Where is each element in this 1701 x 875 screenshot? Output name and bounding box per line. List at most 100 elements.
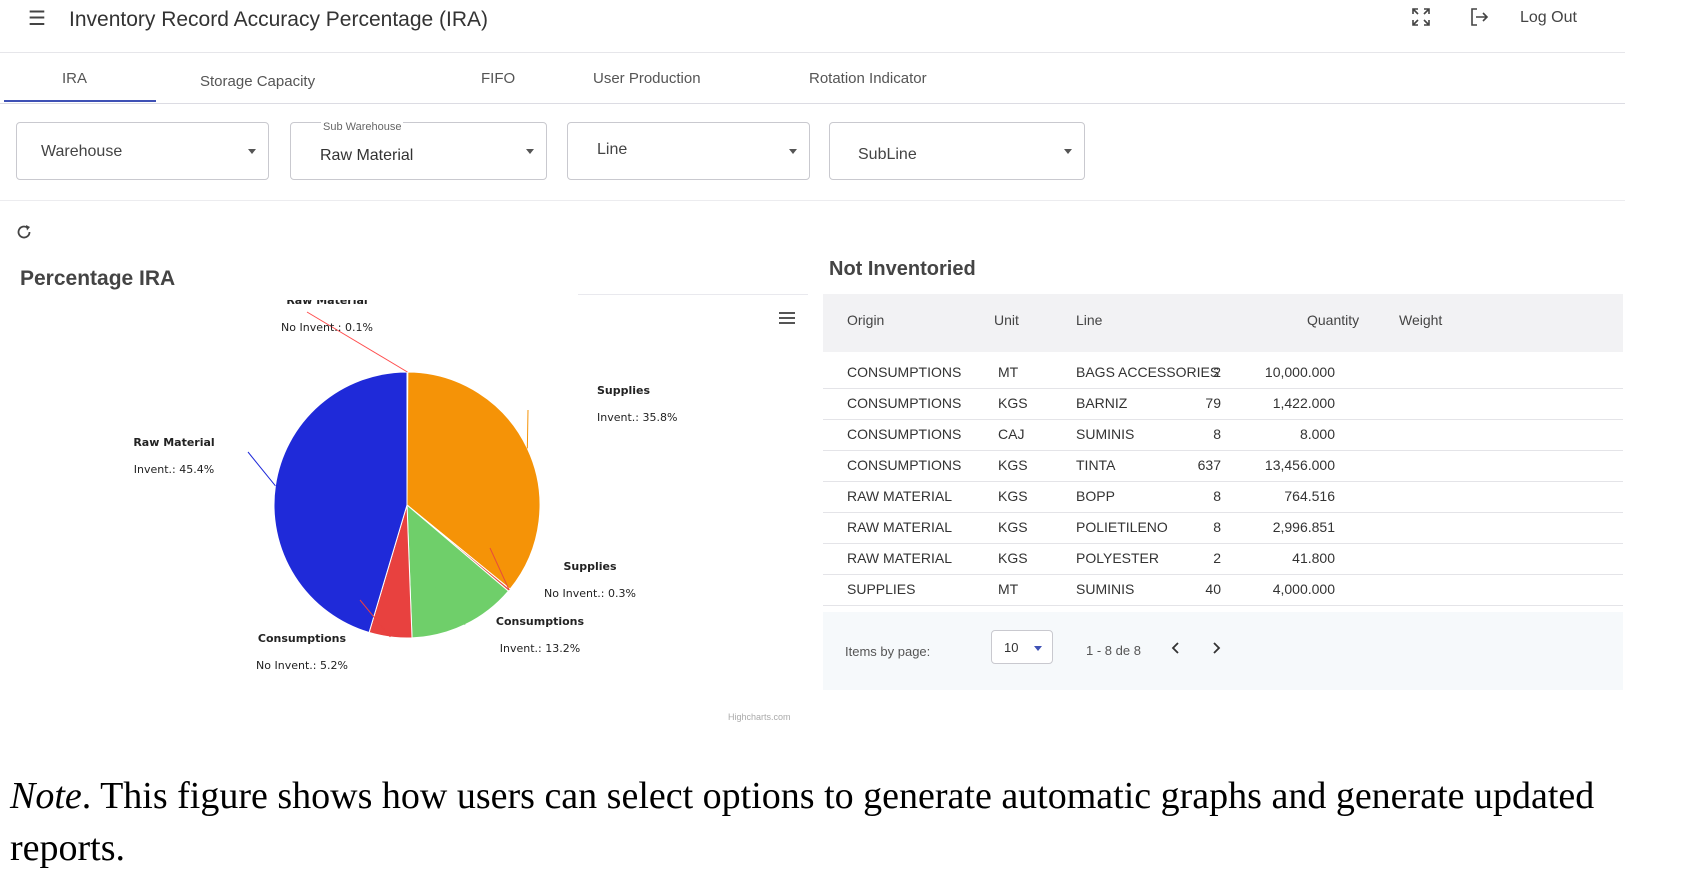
tab-user-production[interactable]: User Production	[593, 70, 701, 87]
table-row[interactable]: CONSUMPTIONS CAJ SUMINIS 8 8.000	[823, 418, 1623, 451]
pie-label-value: No Invent.: 0.1%	[281, 321, 373, 334]
pie-label-name: Supplies	[563, 560, 617, 573]
pie-label-name: Consumptions	[496, 615, 585, 628]
pie-label-value: Invent.: 13.2%	[500, 642, 580, 655]
cell-line: BAGS ACCESSORIES	[1076, 364, 1220, 380]
cell-quantity: 637	[1197, 457, 1221, 473]
subline-select[interactable]: SubLine	[829, 122, 1085, 180]
cell-quantity: 2	[1213, 364, 1221, 380]
line-select[interactable]: Line	[567, 122, 810, 180]
cell-line: TINTA	[1076, 457, 1116, 473]
chevron-down-icon	[1034, 646, 1042, 651]
cell-weight: 8.000	[1299, 426, 1335, 442]
tab-fifo[interactable]: FIFO	[481, 70, 516, 87]
chevron-down-icon	[789, 149, 797, 154]
pie-label-name: Consumptions	[258, 632, 347, 645]
cell-weight: 1,422.000	[1272, 395, 1335, 411]
cell-unit: MT	[998, 364, 1019, 380]
logout-button[interactable]: Log Out	[1520, 9, 1577, 26]
cell-weight: 10,000.000	[1264, 364, 1335, 380]
column-header-quantity[interactable]: Quantity	[1307, 312, 1360, 328]
column-header-line[interactable]: Line	[1076, 312, 1103, 328]
pie-connector	[526, 409, 529, 449]
cell-quantity: 2	[1213, 550, 1221, 566]
table-row[interactable]: SUPPLIES MT SUMINIS 40 4,000.000	[823, 573, 1623, 606]
cell-weight: 764.516	[1284, 488, 1335, 504]
pie-label-name: Raw Material	[286, 300, 367, 307]
tab-ira[interactable]: IRA	[62, 70, 88, 87]
pie-label-value: Invent.: 45.4%	[134, 463, 214, 476]
table-row[interactable]: RAW MATERIAL KGS POLYESTER 2 41.800	[823, 542, 1623, 575]
sub-warehouse-label: Sub Warehouse	[321, 121, 404, 133]
cell-unit: KGS	[998, 488, 1028, 504]
cell-unit: KGS	[998, 457, 1028, 473]
tab-rotation-indicator[interactable]: Rotation Indicator	[809, 70, 927, 87]
cell-quantity: 8	[1213, 426, 1221, 442]
tab-storage-capacity[interactable]: Storage Capacity	[200, 73, 316, 90]
pie-label-name: Raw Material	[133, 436, 214, 449]
table-row[interactable]: RAW MATERIAL KGS BOPP 8 764.516	[823, 480, 1623, 513]
column-header-unit[interactable]: Unit	[994, 312, 1019, 328]
column-header-weight[interactable]: Weight	[1399, 312, 1443, 328]
chart-menu-icon[interactable]	[778, 310, 796, 326]
cell-quantity: 79	[1205, 395, 1221, 411]
figure-caption: Note. This figure shows how users can se…	[10, 770, 1700, 874]
pie-chart: Raw Material No Invent.: 0.1% Supplies Inve…	[133, 300, 677, 672]
page-range-label: 1 - 8 de 8	[1086, 643, 1141, 658]
cell-line: SUMINIS	[1076, 581, 1135, 597]
cell-origin: SUPPLIES	[847, 581, 916, 597]
table-title: Not Inventoried	[829, 258, 976, 280]
pie-slice[interactable]	[273, 371, 408, 634]
chart-credits: Highcharts.com	[728, 712, 791, 722]
cell-line: BOPP	[1076, 488, 1115, 504]
chevron-left-icon[interactable]	[1166, 638, 1186, 658]
cell-origin: RAW MATERIAL	[847, 550, 953, 566]
pie-slice[interactable]	[406, 371, 541, 590]
table-row[interactable]: RAW MATERIAL KGS POLIETILENO 8 2,996.851	[823, 511, 1623, 544]
cell-line: BARNIZ	[1076, 395, 1128, 411]
refresh-icon[interactable]	[14, 222, 34, 242]
logout-icon[interactable]	[1468, 6, 1490, 28]
pie-connector	[434, 587, 466, 625]
cell-line: SUMINIS	[1076, 426, 1135, 442]
cell-quantity: 8	[1213, 488, 1221, 504]
column-header-origin[interactable]: Origin	[847, 312, 885, 328]
caption-note: Note	[10, 775, 82, 817]
cell-origin: CONSUMPTIONS	[847, 395, 962, 411]
not-inventoried-table: Origin Unit Line Quantity Weight CONSUMP…	[823, 294, 1623, 690]
cell-quantity: 8	[1213, 519, 1221, 535]
cell-weight: 4,000.000	[1272, 581, 1335, 597]
active-tab-indicator	[4, 100, 156, 102]
cell-origin: CONSUMPTIONS	[847, 426, 962, 442]
cell-origin: CONSUMPTIONS	[847, 364, 962, 380]
app-title: Inventory Record Accuracy Percentage (IR…	[69, 8, 489, 31]
warehouse-select[interactable]: Warehouse	[16, 122, 269, 180]
page-size-value: 10	[1004, 640, 1019, 655]
warehouse-placeholder: Warehouse	[41, 143, 123, 160]
pie-connector	[247, 451, 276, 487]
cell-weight: 2,996.851	[1272, 519, 1335, 535]
pie-label-value: Invent.: 35.8%	[597, 411, 677, 424]
paginator: Items by page: 10 1 - 8 de 8	[823, 612, 1623, 690]
chevron-right-icon[interactable]	[1206, 638, 1226, 658]
cell-weight: 41.800	[1292, 550, 1335, 566]
cell-quantity: 40	[1205, 581, 1221, 597]
page-size-select[interactable]: 10	[991, 630, 1053, 664]
table-row[interactable]: CONSUMPTIONS KGS TINTA 637 13,456.000	[823, 449, 1623, 482]
cell-origin: RAW MATERIAL	[847, 519, 953, 535]
cell-line: POLYESTER	[1076, 550, 1159, 566]
pie-connector	[306, 311, 408, 373]
pie-label-value: No Invent.: 5.2%	[256, 659, 348, 672]
fullscreen-icon[interactable]	[1410, 6, 1432, 28]
sub-warehouse-select[interactable]: Sub Warehouse Raw Material	[290, 121, 547, 180]
cell-unit: CAJ	[998, 426, 1025, 442]
table-header: Origin Unit Line Quantity Weight	[823, 294, 1623, 352]
cell-unit: MT	[998, 581, 1019, 597]
hamburger-icon[interactable]: ☰	[28, 8, 46, 30]
caption-text: . This figure shows how users can select…	[10, 775, 1595, 869]
items-per-page-label: Items by page:	[845, 644, 931, 659]
table-row[interactable]: CONSUMPTIONS MT BAGS ACCESSORIES 2 10,000.00…	[823, 356, 1623, 389]
pie-connector	[359, 599, 391, 638]
cell-unit: KGS	[998, 519, 1028, 535]
table-row[interactable]: CONSUMPTIONS KGS BARNIZ 79 1,422.000	[823, 387, 1623, 420]
